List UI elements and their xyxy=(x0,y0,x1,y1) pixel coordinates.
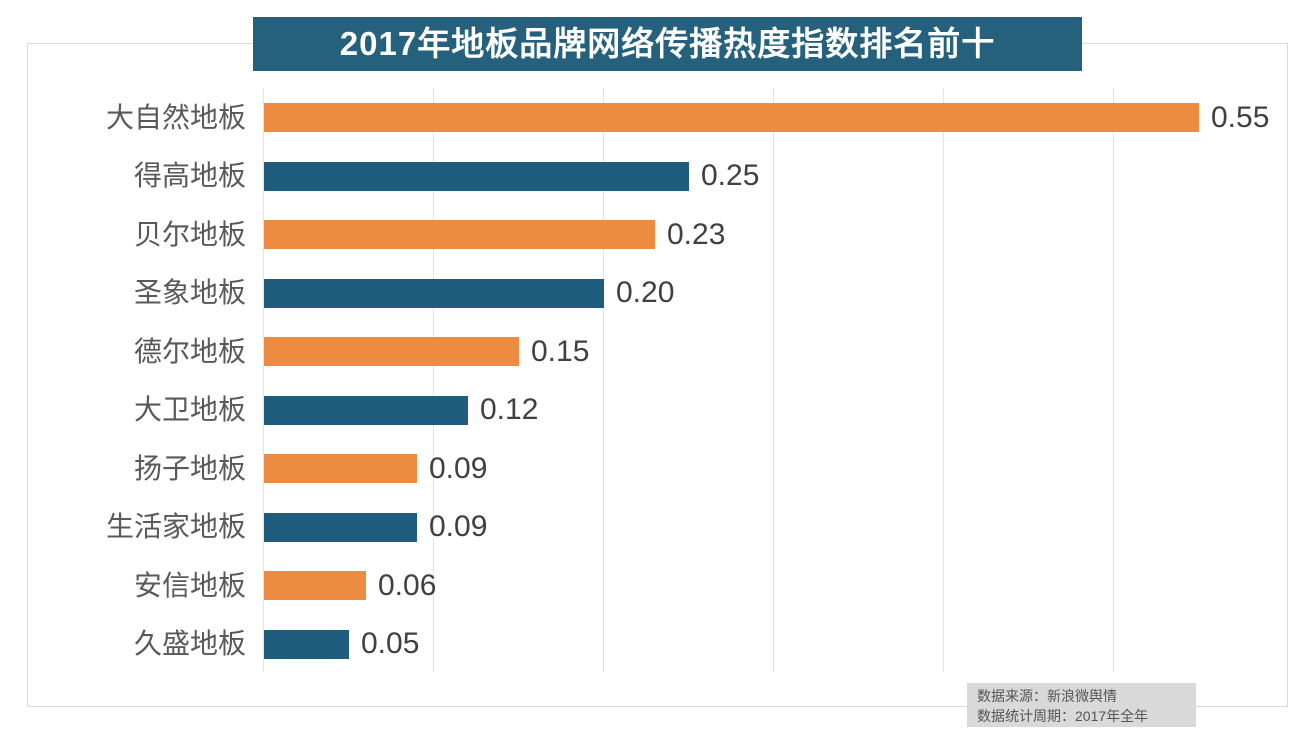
value-label: 0.25 xyxy=(701,159,760,192)
gridline xyxy=(1113,88,1114,672)
plot-area-frame xyxy=(27,43,1288,707)
gridline xyxy=(263,88,264,672)
bar xyxy=(264,337,519,366)
category-label: 生活家地板 xyxy=(105,511,246,542)
bar xyxy=(264,395,468,425)
bar xyxy=(264,278,604,308)
data-period-line: 数据统计周期：2017年全年 xyxy=(977,708,1149,724)
value-label: 0.06 xyxy=(378,568,437,602)
value-label: 0.15 xyxy=(531,334,590,368)
bar xyxy=(264,161,689,191)
category-label: 得高地板 xyxy=(133,160,246,191)
gridline xyxy=(943,88,944,672)
category-label: 安信地板 xyxy=(133,569,246,601)
bar xyxy=(264,220,655,249)
bar xyxy=(264,571,366,600)
value-label: 0.09 xyxy=(429,510,488,543)
category-label: 德尔地板 xyxy=(133,335,246,367)
bar xyxy=(264,454,417,483)
category-label: 久盛地板 xyxy=(133,628,246,659)
value-label: 0.20 xyxy=(616,276,675,309)
category-label: 贝尔地板 xyxy=(133,218,246,250)
value-label: 0.23 xyxy=(667,217,726,251)
gridline xyxy=(433,88,434,672)
chart-title: 2017年地板品牌网络传播热度指数排名前十 xyxy=(253,17,1082,71)
category-label: 大自然地板 xyxy=(105,101,246,133)
data-source-box: 数据来源：新浪微舆情 数据统计周期：2017年全年 xyxy=(967,683,1196,727)
bar xyxy=(264,103,1199,132)
bar xyxy=(264,512,417,542)
value-label: 0.12 xyxy=(480,393,539,426)
category-label: 大卫地板 xyxy=(133,394,246,425)
bar xyxy=(264,629,349,659)
value-label: 0.05 xyxy=(361,627,420,660)
value-label: 0.55 xyxy=(1211,100,1270,134)
category-label: 圣象地板 xyxy=(133,277,246,308)
data-source-line: 数据来源：新浪微舆情 xyxy=(977,688,1117,704)
value-label: 0.09 xyxy=(429,451,488,485)
gridline xyxy=(603,88,604,672)
gridline xyxy=(773,88,774,672)
category-label: 扬子地板 xyxy=(133,452,246,484)
